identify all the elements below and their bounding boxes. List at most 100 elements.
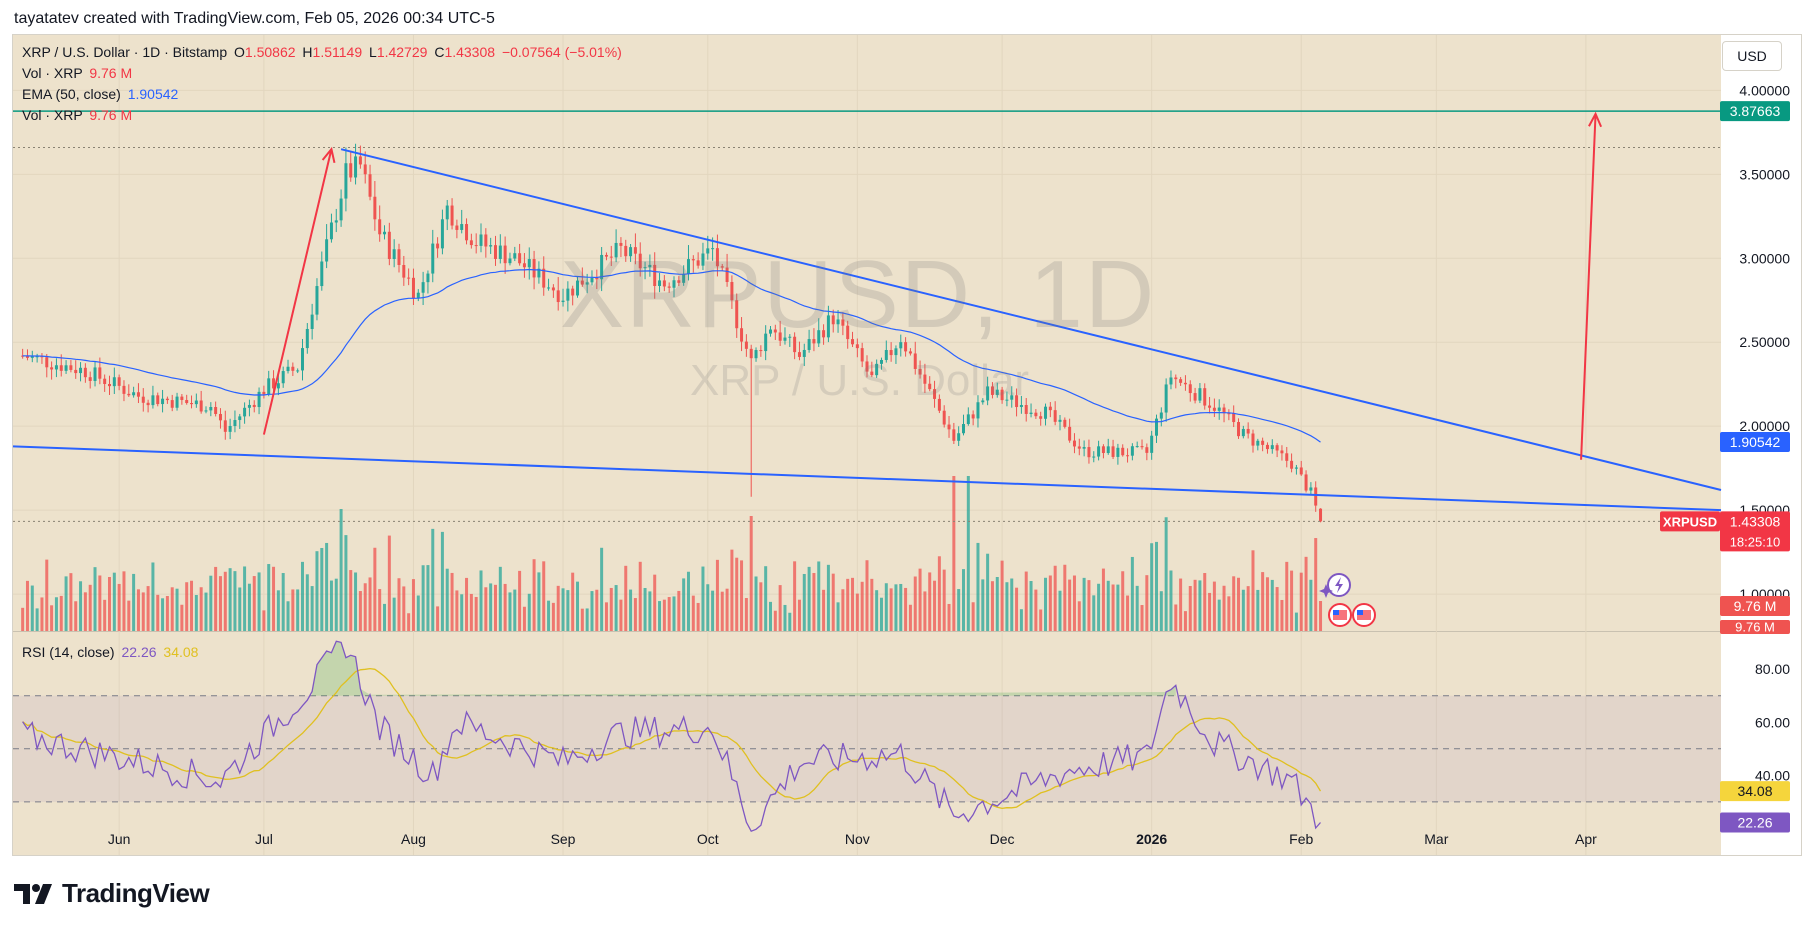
volume-bar xyxy=(609,587,613,631)
volume-bar xyxy=(233,571,237,631)
legend-rsi-label[interactable]: RSI (14, close) xyxy=(22,644,115,660)
volume-bar xyxy=(223,571,227,631)
candle-body xyxy=(990,386,994,395)
volume-bar xyxy=(1106,580,1110,631)
time-tick-label: 2026 xyxy=(1136,831,1167,847)
candle-body xyxy=(190,403,194,405)
volume-bar xyxy=(339,509,343,631)
volume-bar xyxy=(426,565,430,631)
volume-bar xyxy=(493,584,497,631)
candle-body xyxy=(204,410,208,412)
candle-body xyxy=(1222,407,1226,414)
price-tick-label: 2.00000 xyxy=(1739,418,1790,434)
candle-body xyxy=(156,395,160,405)
volume-bar xyxy=(112,572,116,631)
volume-bar xyxy=(1294,612,1298,631)
candle-body xyxy=(276,383,280,389)
volume-bar xyxy=(1208,592,1212,631)
volume-bar xyxy=(653,574,657,631)
candle-body xyxy=(1101,446,1105,454)
legend-ema-label[interactable]: EMA (50, close) xyxy=(22,86,121,102)
candle-body xyxy=(962,424,965,434)
volume-bar xyxy=(691,595,695,631)
candle-body xyxy=(1097,446,1101,457)
volume-bar xyxy=(730,549,734,631)
candle-body xyxy=(436,243,440,249)
candle-body xyxy=(662,280,666,287)
candle-body xyxy=(387,231,391,260)
candle-body xyxy=(194,400,198,405)
volume-bar xyxy=(933,580,937,631)
overlay-layer xyxy=(12,110,1722,522)
candle-body xyxy=(942,410,946,425)
volume-bar xyxy=(1058,590,1062,631)
candle-body xyxy=(1121,447,1125,456)
volume-bar xyxy=(595,589,599,631)
candle-body xyxy=(778,332,782,341)
volume-bar xyxy=(204,592,208,631)
legend-close-value: 1.43308 xyxy=(444,44,496,60)
volume-bar xyxy=(783,604,787,631)
legend-volume-label-2[interactable]: Vol · XRP xyxy=(22,107,83,123)
countdown-badge: 18:25:10 xyxy=(1730,534,1781,549)
candle-body xyxy=(1005,399,1009,401)
volume-bar xyxy=(1082,577,1086,631)
legend-close-label: C xyxy=(434,44,445,60)
candle-body xyxy=(527,259,531,268)
candle-body xyxy=(1256,440,1260,446)
candle-body xyxy=(966,414,970,425)
candle-body xyxy=(522,263,526,268)
candle-body xyxy=(658,280,662,287)
candle-body xyxy=(556,290,560,303)
candle-body xyxy=(831,315,835,325)
symbol-badge: XRPUSD xyxy=(1663,514,1717,529)
candle-body xyxy=(127,393,131,396)
volume-bar xyxy=(431,528,435,631)
candle-body xyxy=(141,396,145,403)
tradingview-logo[interactable]: TradingView xyxy=(14,878,210,909)
volume-badge-a-bg xyxy=(1720,596,1790,616)
candle-body xyxy=(1010,395,1014,400)
volume-bar xyxy=(132,573,136,631)
volume-bar xyxy=(170,587,174,631)
volume-bar xyxy=(141,592,145,631)
volume-bar xyxy=(1005,582,1009,631)
candle-body xyxy=(957,433,961,441)
candle-body xyxy=(1241,428,1245,437)
candle-body xyxy=(822,330,826,338)
volume-bar xyxy=(74,601,78,631)
legend-symbol[interactable]: XRP / U.S. Dollar · 1D · Bitstamp xyxy=(22,44,228,60)
volume-bar xyxy=(1068,579,1072,631)
volume-bar xyxy=(884,583,888,631)
volume-bar xyxy=(272,566,276,631)
candle-body xyxy=(339,198,343,221)
candle-body xyxy=(508,258,512,264)
volume-bar xyxy=(199,587,203,631)
candle-body xyxy=(74,369,78,374)
candle-body xyxy=(1188,384,1192,394)
volume-bar xyxy=(696,602,700,631)
candle-body xyxy=(600,254,604,280)
time-tick-label: Sep xyxy=(551,831,576,847)
candle-body xyxy=(1174,377,1178,380)
volume-bar xyxy=(103,599,107,631)
legend-rsi-value: 22.26 xyxy=(121,644,157,660)
candle-body xyxy=(411,277,415,299)
volume-bar xyxy=(1101,568,1105,631)
candle-body xyxy=(928,383,932,390)
volume-bar xyxy=(310,586,314,631)
volume-bar xyxy=(334,578,338,631)
chart-frame[interactable] xyxy=(12,34,1802,856)
candle-body xyxy=(1251,433,1255,446)
candle-body xyxy=(300,348,304,371)
volume-bar xyxy=(300,561,304,631)
event-icons[interactable] xyxy=(1319,573,1376,627)
volume-bar xyxy=(325,542,329,631)
currency-button[interactable]: USD xyxy=(1722,41,1782,71)
candle-body xyxy=(281,371,285,384)
volume-bar xyxy=(913,576,917,631)
flash-bolt-icon xyxy=(1335,577,1343,593)
volume-bar xyxy=(460,594,464,631)
legend-volume-label[interactable]: Vol · XRP xyxy=(22,65,83,81)
